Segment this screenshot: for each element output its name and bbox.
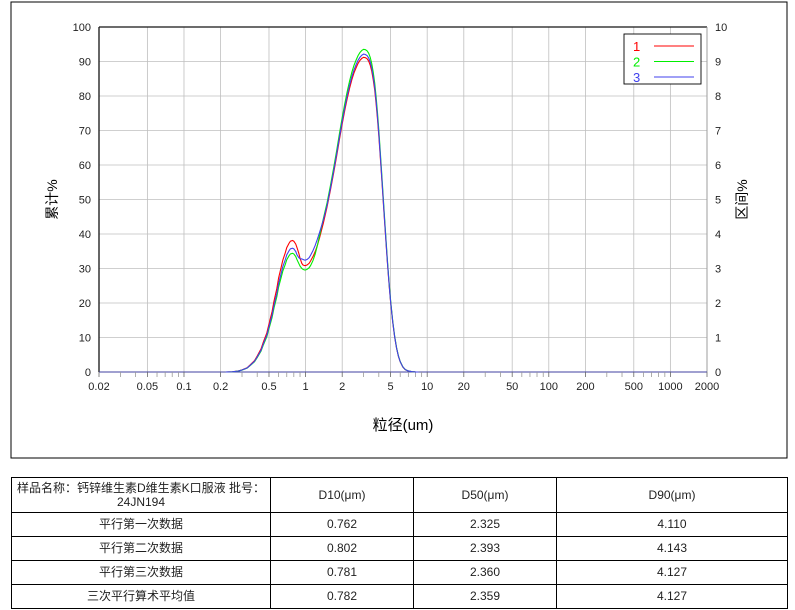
svg-text:200: 200 [576, 381, 594, 393]
svg-text:2000: 2000 [695, 381, 719, 393]
svg-text:30: 30 [79, 264, 91, 276]
svg-text:5: 5 [388, 381, 394, 393]
svg-text:20: 20 [458, 381, 470, 393]
svg-text:10: 10 [421, 381, 433, 393]
svg-text:2: 2 [633, 55, 640, 70]
svg-text:500: 500 [625, 381, 643, 393]
svg-text:0.2: 0.2 [213, 381, 228, 393]
svg-text:7: 7 [715, 126, 721, 138]
svg-text:0.1: 0.1 [176, 381, 191, 393]
svg-text:0.05: 0.05 [137, 381, 158, 393]
svg-text:50: 50 [506, 381, 518, 393]
svg-text:4: 4 [715, 229, 721, 241]
svg-text:累计%: 累计% [44, 179, 60, 219]
svg-text:0.02: 0.02 [88, 381, 109, 393]
svg-text:0: 0 [85, 367, 91, 379]
svg-text:1: 1 [633, 39, 640, 54]
svg-text:100: 100 [540, 381, 558, 393]
svg-text:5: 5 [715, 195, 721, 207]
svg-text:60: 60 [79, 160, 91, 172]
svg-text:50: 50 [79, 195, 91, 207]
svg-text:区间%: 区间% [734, 179, 750, 219]
svg-text:粒径(um): 粒径(um) [373, 417, 434, 434]
svg-text:1: 1 [715, 333, 721, 345]
svg-text:1000: 1000 [658, 381, 682, 393]
svg-text:70: 70 [79, 126, 91, 138]
svg-text:8: 8 [715, 91, 721, 103]
svg-text:90: 90 [79, 57, 91, 69]
svg-text:80: 80 [79, 91, 91, 103]
svg-text:0.5: 0.5 [261, 381, 276, 393]
svg-text:100: 100 [73, 22, 91, 34]
svg-text:6: 6 [715, 160, 721, 172]
svg-text:10: 10 [79, 333, 91, 345]
svg-text:3: 3 [715, 264, 721, 276]
svg-text:0: 0 [715, 367, 721, 379]
svg-text:10: 10 [715, 22, 727, 34]
svg-text:2: 2 [715, 298, 721, 310]
svg-text:3: 3 [633, 70, 640, 85]
svg-text:20: 20 [79, 298, 91, 310]
svg-text:40: 40 [79, 229, 91, 241]
svg-text:1: 1 [303, 381, 309, 393]
svg-text:2: 2 [339, 381, 345, 393]
svg-text:9: 9 [715, 57, 721, 69]
